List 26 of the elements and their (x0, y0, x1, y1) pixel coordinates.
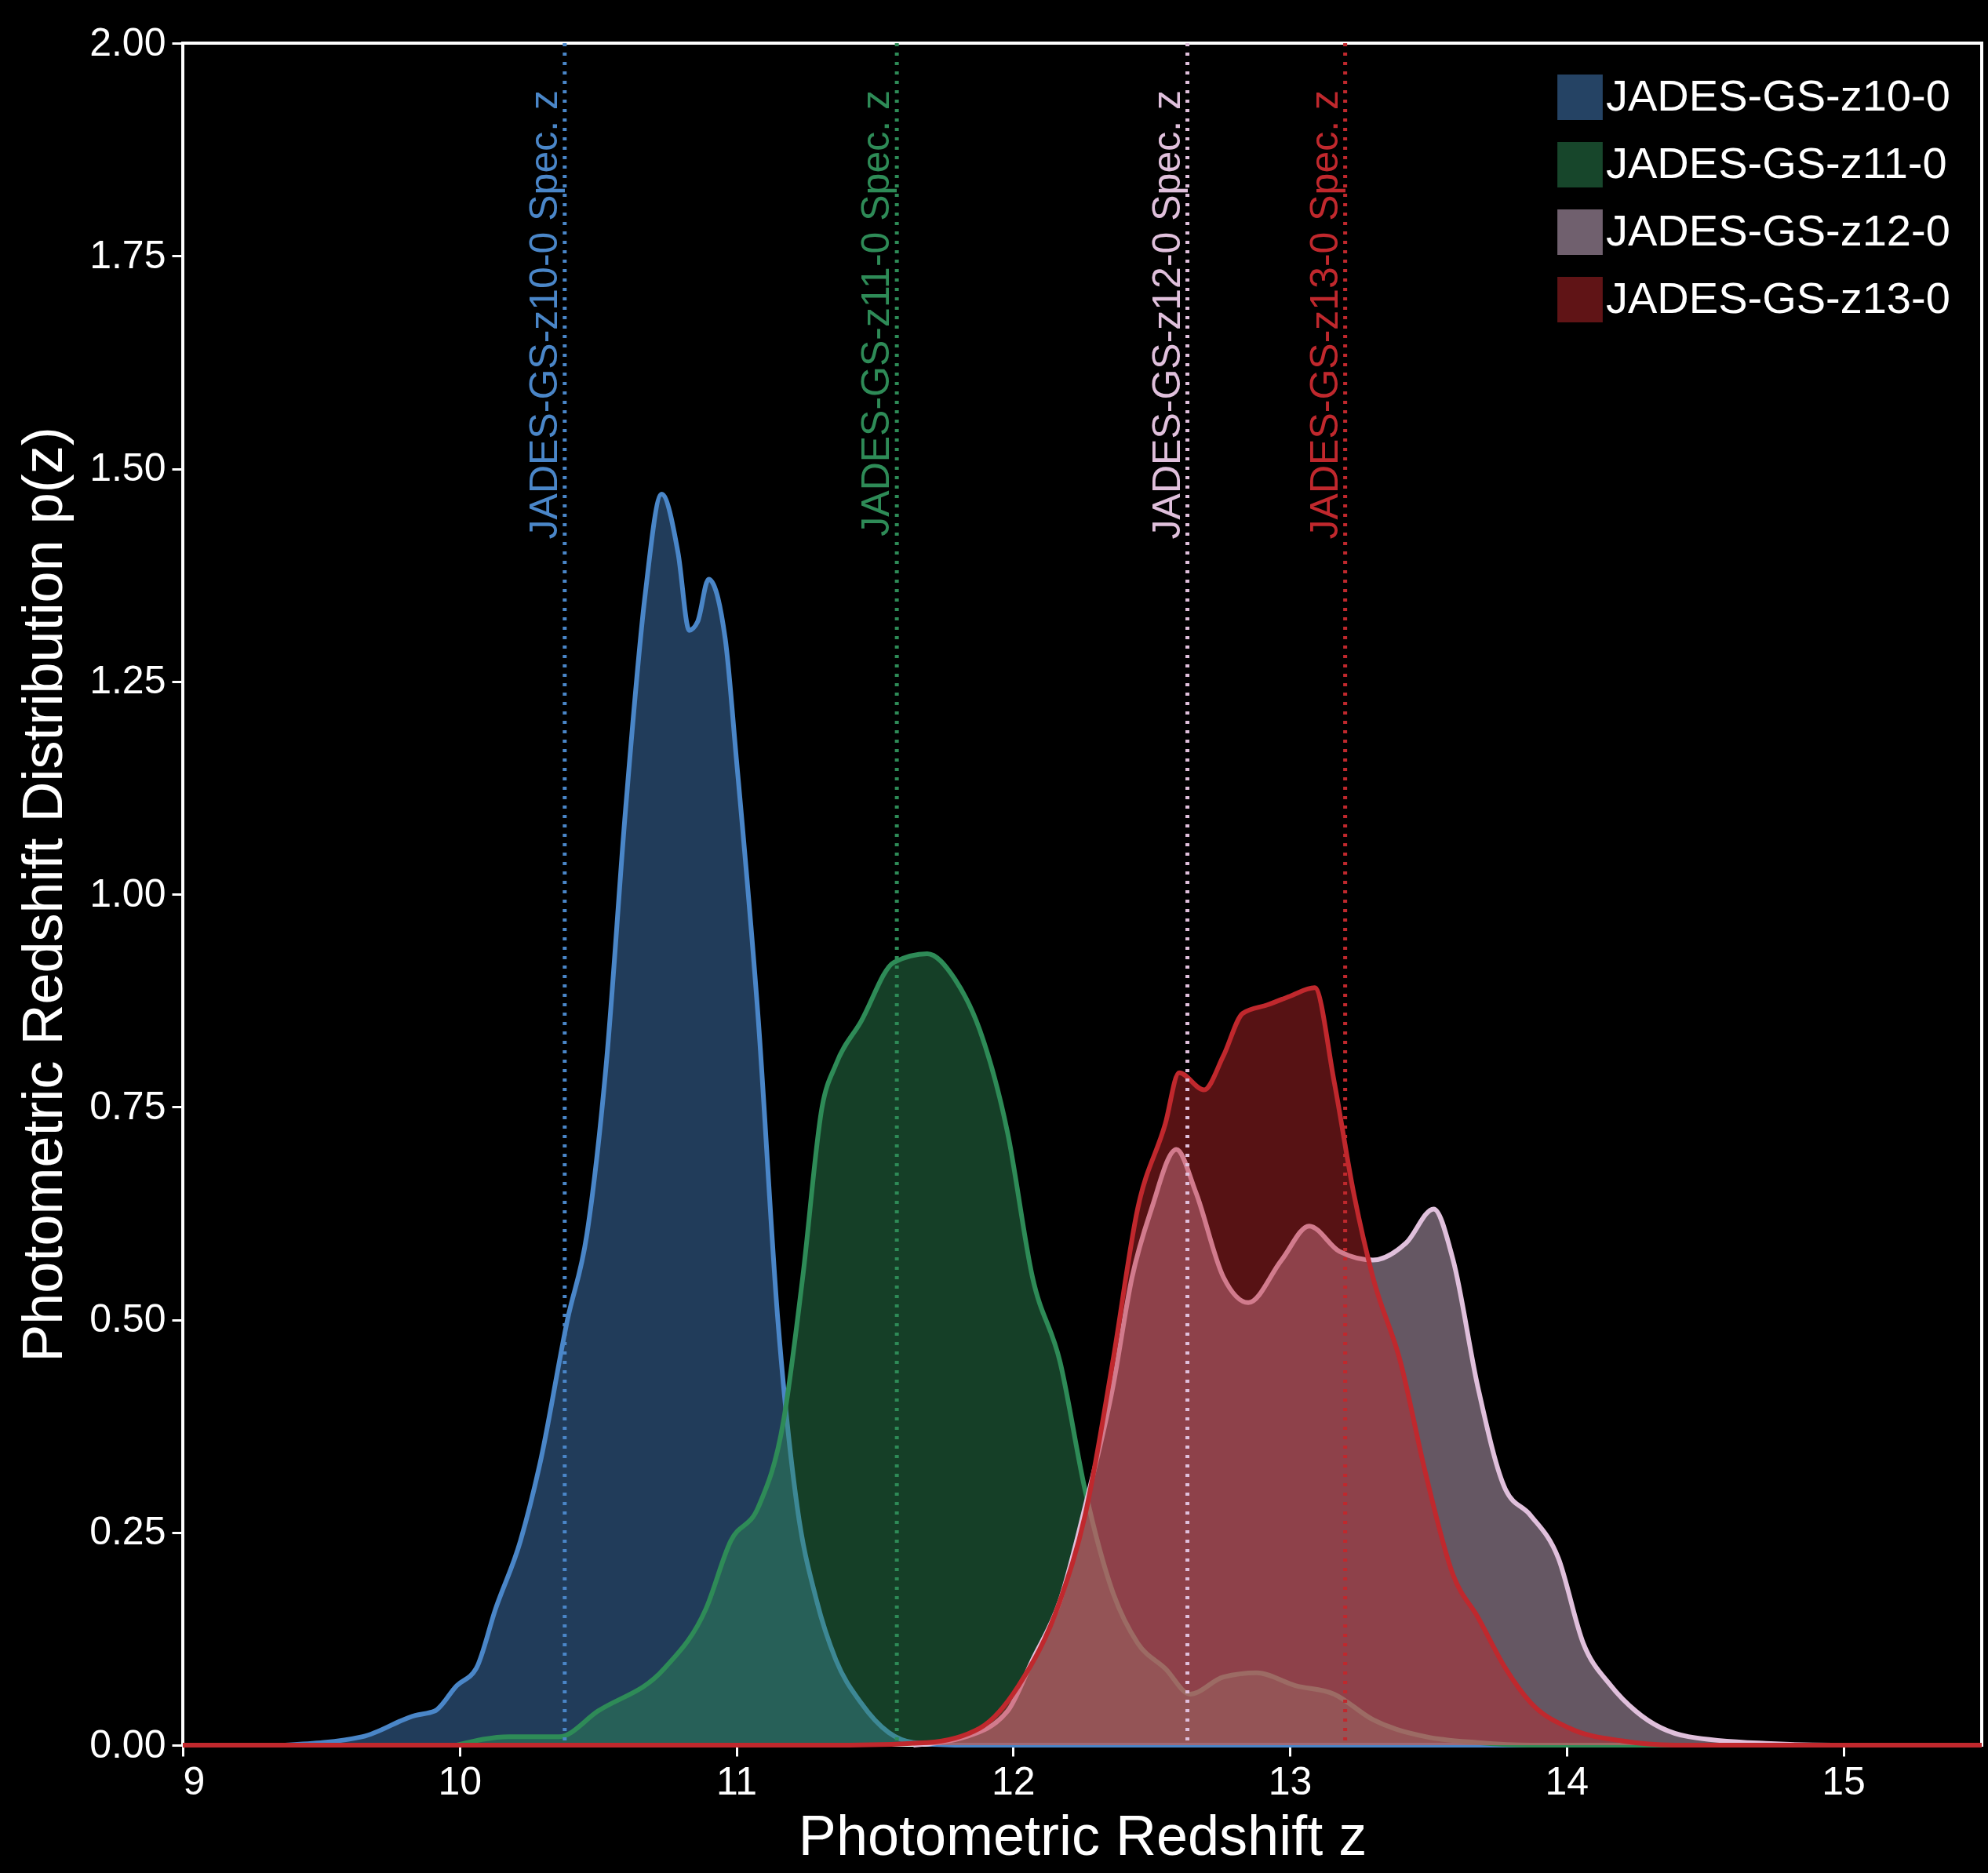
x-axis-title: Photometric Redshift z (798, 1803, 1367, 1867)
x-tick-label: 9 (183, 1758, 206, 1803)
x-tick-label: 14 (1545, 1758, 1589, 1803)
ref-line-label: JADES-GS-z12-0 Spec. z (1144, 90, 1189, 540)
y-tick-label: 1.25 (89, 658, 166, 703)
x-tick-label: 10 (438, 1758, 482, 1803)
ref-line-label: JADES-GS-z13-0 Spec. z (1302, 90, 1346, 540)
y-axis-title: Photometric Redshift Distribution p(z) (11, 427, 75, 1362)
y-tick-label: 2.00 (89, 20, 166, 64)
legend-label: JADES-GS-z13-0 (1606, 273, 1950, 322)
x-tick-label: 12 (992, 1758, 1036, 1803)
legend-label: JADES-GS-z11-0 (1606, 138, 1947, 187)
y-tick-label: 0.75 (89, 1083, 166, 1128)
x-tick-label: 15 (1822, 1758, 1866, 1803)
ref-line-label: JADES-GS-z11-0 Spec. z (854, 90, 898, 536)
y-tick-label: 0.00 (89, 1722, 166, 1766)
ref-line-label: JADES-GS-z10-0 Spec. z (521, 90, 566, 540)
y-tick-label: 1.75 (89, 232, 166, 277)
y-tick-label: 0.50 (89, 1297, 166, 1340)
legend-label: JADES-GS-z10-0 (1606, 71, 1950, 120)
x-tick-label: 11 (716, 1758, 757, 1803)
y-tick-label: 1.50 (89, 446, 166, 489)
y-tick-label: 0.25 (89, 1509, 166, 1554)
legend-label: JADES-GS-z12-0 (1606, 205, 1950, 255)
x-tick-label: 13 (1268, 1758, 1313, 1803)
y-tick-label: 1.00 (89, 871, 166, 915)
